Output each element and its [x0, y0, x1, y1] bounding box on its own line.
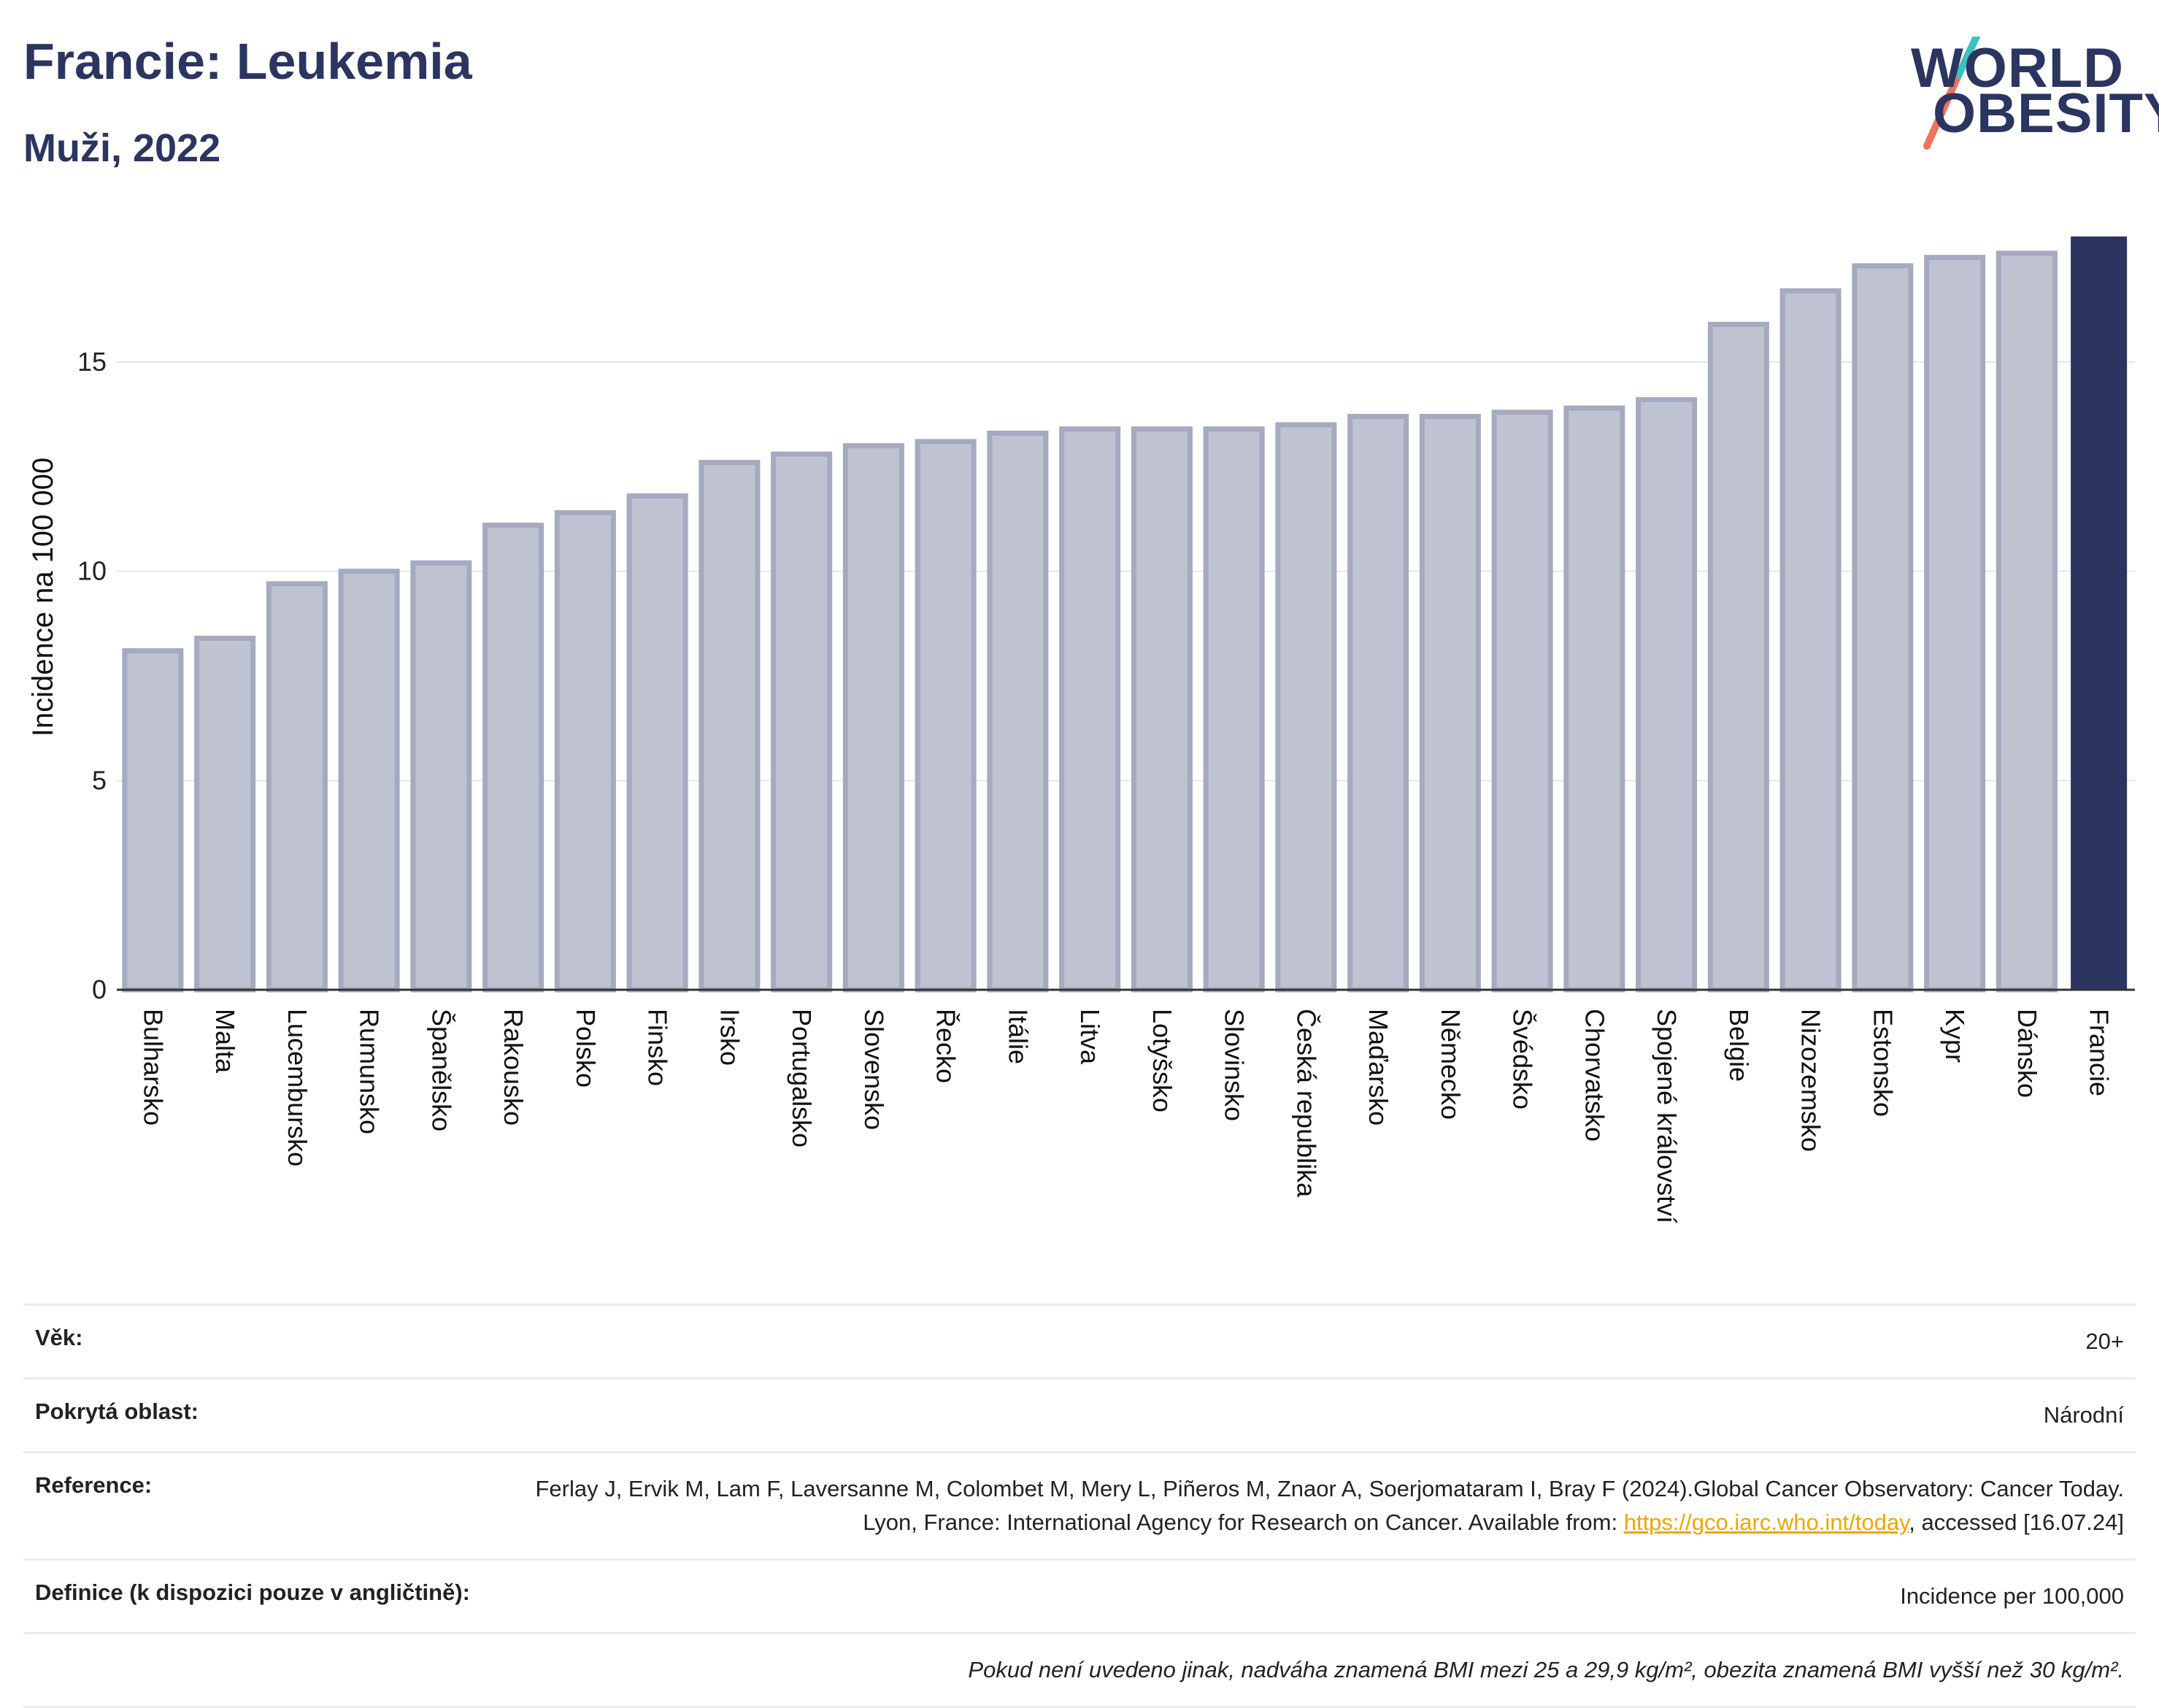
- bar-česká-republika: [1275, 422, 1337, 993]
- x-tick-label: Malta: [210, 1009, 240, 1074]
- logo-slash-icon: [1923, 36, 1980, 150]
- chart-subtitle: Muži, 2022: [23, 126, 221, 170]
- bar-litva: [1059, 426, 1121, 993]
- bar-švédsko: [1491, 409, 1553, 993]
- bar-španělsko: [410, 560, 472, 993]
- y-axis-label: Incidence na 100 000: [27, 458, 59, 737]
- definition-value: Incidence per 100,000: [1900, 1583, 2124, 1609]
- area-value: Národní: [2043, 1402, 2124, 1428]
- x-tick-label: Spojené království: [1652, 1009, 1682, 1223]
- y-tick-label: 0: [92, 974, 107, 1004]
- bar-dánsko: [1996, 250, 2058, 993]
- bar-portugalsko: [771, 451, 833, 993]
- bar-itálie: [987, 430, 1049, 993]
- x-tick-label: Dánsko: [2012, 1009, 2042, 1098]
- world-obesity-logo: WORLD OBESITY: [1898, 36, 2159, 161]
- y-tick-label: 5: [92, 765, 107, 795]
- x-tick-label: Španělsko: [426, 1009, 456, 1131]
- bar-chart: 0 5 10 15 Bulharsko Malta Lucembursko Rumunsko…: [27, 236, 2135, 1223]
- x-tick-label: Slovinsko: [1220, 1009, 1250, 1121]
- bar-irsko: [698, 460, 761, 993]
- bar-kypr: [1924, 255, 1986, 993]
- info-row-area: Pokrytá oblast: Národní: [23, 1377, 2136, 1451]
- bar-malta: [194, 635, 256, 993]
- y-tick-label: 10: [77, 556, 107, 586]
- x-tick-label: Belgie: [1724, 1009, 1754, 1082]
- x-tick-label: Finsko: [643, 1009, 673, 1086]
- y-tick-label: 15: [77, 347, 107, 377]
- bar-belgie: [1707, 321, 1769, 993]
- bar-estonsko: [1852, 263, 1914, 993]
- info-row-note: Pokud není uvedeno jinak, nadváha znamen…: [23, 1632, 2136, 1708]
- bar-spojené-království: [1636, 397, 1698, 993]
- y-axis-ticks: 0 5 10 15: [77, 347, 107, 1004]
- x-tick-label: Švédsko: [1508, 1009, 1538, 1109]
- x-tick-label: Maďarsko: [1363, 1009, 1393, 1126]
- age-label: Věk:: [35, 1325, 83, 1350]
- bar-řecko: [915, 439, 977, 993]
- bar-finsko: [626, 493, 688, 993]
- bar-polsko: [554, 509, 616, 993]
- chart-title: Francie: Leukemia: [23, 33, 472, 90]
- bar-lotyšsko: [1131, 426, 1193, 993]
- x-tick-label: Německo: [1436, 1009, 1466, 1120]
- bar-slovinsko: [1203, 426, 1265, 993]
- x-tick-label: Řecko: [931, 1009, 961, 1083]
- info-row-reference: Reference: Ferlay J, Ervik M, Lam F, Lav…: [23, 1451, 2136, 1558]
- reference-accessed: , accessed [16.07.24]: [1909, 1509, 2124, 1535]
- x-tick-label: Irsko: [715, 1009, 744, 1066]
- x-tick-label: Slovensko: [859, 1009, 889, 1130]
- x-tick-label: Lotyšsko: [1147, 1009, 1177, 1112]
- x-tick-label: Itálie: [1003, 1009, 1033, 1064]
- bar-rumunsko: [338, 569, 400, 993]
- x-tick-label: Portugalsko: [787, 1009, 817, 1147]
- x-tick-label: Bulharsko: [138, 1009, 168, 1126]
- bar-nizozemsko: [1779, 288, 1842, 993]
- info-table: Věk: 20+ Pokrytá oblast: Národní Referen…: [23, 1304, 2136, 1708]
- reference-link[interactable]: https://gco.iarc.who.int/today: [1623, 1509, 1909, 1535]
- bar-francie: [2071, 236, 2128, 990]
- logo-text-world: WORLD: [1911, 37, 2125, 99]
- reference-value: Ferlay J, Ervik M, Lam F, Laversanne M, …: [518, 1472, 2124, 1539]
- bar-maďarsko: [1347, 414, 1409, 993]
- x-tick-label: Polsko: [571, 1009, 601, 1088]
- area-label: Pokrytá oblast:: [35, 1399, 199, 1424]
- bar-bulharsko: [122, 648, 184, 993]
- x-tick-label: Rumunsko: [355, 1009, 385, 1134]
- info-row-definition: Definice (k dispozici pouze v angličtině…: [23, 1558, 2136, 1632]
- bar-lucembursko: [266, 581, 328, 993]
- reference-text: Ferlay J, Ervik M, Lam F, Laversanne M, …: [535, 1476, 2124, 1535]
- bar-chorvatsko: [1563, 405, 1625, 993]
- x-tick-label: Litva: [1075, 1009, 1105, 1065]
- x-tick-label: Nizozemsko: [1796, 1009, 1826, 1152]
- logo-text-obesity: OBESITY: [1933, 82, 2159, 145]
- reference-label: Reference:: [35, 1472, 153, 1498]
- x-tick-label: Česká republika: [1291, 1009, 1321, 1198]
- note-text: Pokud není uvedeno jinak, nadváha znamen…: [968, 1657, 2124, 1682]
- x-tick-label: Kypr: [1940, 1009, 1970, 1063]
- x-tick-label: Estonsko: [1868, 1009, 1898, 1117]
- x-tick-label: Lucembursko: [282, 1009, 312, 1166]
- x-tick-label: Rakousko: [499, 1009, 528, 1126]
- x-axis-labels: Bulharsko Malta Lucembursko Rumunsko Španěls…: [138, 1009, 2114, 1223]
- definition-label: Definice (k dispozici pouze v angličtině…: [35, 1580, 470, 1605]
- age-value: 20+: [2085, 1328, 2124, 1354]
- bars: [122, 236, 2128, 993]
- x-tick-label: Francie: [2085, 1009, 2114, 1096]
- bar-německo: [1419, 414, 1481, 993]
- info-row-age: Věk: 20+: [23, 1304, 2136, 1377]
- x-tick-label: Chorvatsko: [1579, 1009, 1609, 1142]
- bar-slovensko: [842, 443, 904, 993]
- bar-rakousko: [482, 523, 544, 993]
